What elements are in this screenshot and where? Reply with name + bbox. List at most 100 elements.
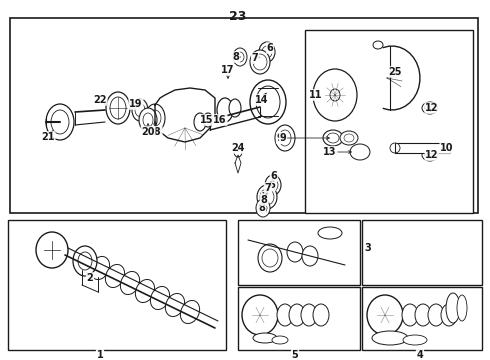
Ellipse shape	[105, 265, 124, 288]
Text: 7: 7	[262, 192, 269, 202]
Ellipse shape	[425, 152, 435, 158]
Ellipse shape	[257, 185, 277, 209]
Ellipse shape	[234, 147, 242, 157]
Bar	[238, 287, 360, 350]
Ellipse shape	[135, 279, 155, 302]
Text: 7: 7	[252, 53, 258, 63]
Ellipse shape	[415, 304, 431, 326]
Text: 21: 21	[41, 132, 55, 142]
Bar	[362, 220, 482, 285]
Ellipse shape	[272, 336, 288, 344]
Text: 4: 4	[416, 350, 423, 360]
Text: 3: 3	[365, 243, 371, 253]
Ellipse shape	[367, 295, 403, 335]
Text: 9: 9	[280, 133, 286, 143]
Bar	[395, 143, 450, 153]
Ellipse shape	[36, 232, 68, 268]
Text: 5: 5	[292, 350, 298, 360]
Ellipse shape	[203, 113, 213, 127]
Text: 19: 19	[129, 99, 143, 109]
Ellipse shape	[166, 293, 185, 316]
Ellipse shape	[253, 333, 277, 343]
Ellipse shape	[78, 252, 92, 270]
Ellipse shape	[150, 287, 170, 310]
Text: 14: 14	[255, 95, 269, 105]
Ellipse shape	[139, 108, 157, 132]
Ellipse shape	[260, 189, 274, 205]
Ellipse shape	[402, 304, 418, 326]
Ellipse shape	[403, 335, 427, 345]
Text: 17: 17	[221, 65, 235, 75]
Ellipse shape	[233, 48, 247, 66]
Ellipse shape	[121, 271, 140, 294]
Ellipse shape	[318, 227, 342, 239]
Text: 10: 10	[440, 143, 454, 153]
Ellipse shape	[262, 249, 278, 267]
Text: 8: 8	[259, 203, 266, 213]
Ellipse shape	[340, 131, 358, 145]
Ellipse shape	[428, 304, 444, 326]
Ellipse shape	[256, 86, 280, 118]
Ellipse shape	[135, 104, 145, 117]
Ellipse shape	[344, 134, 354, 142]
Ellipse shape	[229, 99, 241, 117]
Ellipse shape	[51, 110, 69, 134]
Ellipse shape	[242, 295, 278, 335]
Ellipse shape	[313, 69, 357, 121]
Text: 9: 9	[277, 133, 283, 143]
Text: 12: 12	[425, 150, 439, 160]
Text: 8: 8	[233, 52, 240, 62]
Text: 11: 11	[309, 90, 323, 100]
Ellipse shape	[250, 80, 286, 124]
Text: 1: 1	[97, 350, 103, 360]
Ellipse shape	[106, 92, 130, 124]
Text: 22: 22	[93, 95, 107, 105]
Ellipse shape	[265, 175, 281, 195]
Ellipse shape	[258, 244, 282, 272]
Text: 12: 12	[425, 103, 439, 113]
Ellipse shape	[145, 104, 165, 132]
Ellipse shape	[250, 50, 270, 74]
Bar	[362, 287, 482, 350]
Ellipse shape	[217, 98, 233, 122]
Ellipse shape	[327, 133, 339, 143]
Text: 16: 16	[213, 115, 227, 125]
Text: 18: 18	[148, 127, 162, 137]
Ellipse shape	[390, 143, 400, 153]
Ellipse shape	[268, 179, 278, 191]
Ellipse shape	[73, 246, 97, 276]
Text: 6: 6	[267, 43, 273, 53]
Ellipse shape	[262, 46, 272, 58]
Text: 2: 2	[87, 273, 94, 283]
Ellipse shape	[422, 149, 438, 161]
Ellipse shape	[253, 54, 267, 70]
Ellipse shape	[236, 52, 244, 62]
Bar	[10, 18, 478, 213]
Text: 8: 8	[261, 195, 268, 205]
Ellipse shape	[132, 99, 148, 121]
Text: 6: 6	[270, 171, 277, 181]
Ellipse shape	[323, 130, 343, 146]
Ellipse shape	[143, 113, 153, 127]
Text: 25: 25	[388, 67, 402, 77]
Ellipse shape	[256, 199, 270, 217]
Ellipse shape	[313, 304, 329, 326]
Ellipse shape	[259, 42, 275, 62]
Ellipse shape	[372, 331, 408, 345]
Text: 15: 15	[200, 115, 214, 125]
Ellipse shape	[457, 295, 467, 321]
Text: 20: 20	[141, 127, 155, 137]
Ellipse shape	[330, 89, 340, 101]
Ellipse shape	[149, 110, 161, 126]
Ellipse shape	[350, 144, 370, 160]
Ellipse shape	[259, 203, 267, 213]
Ellipse shape	[441, 304, 457, 326]
Ellipse shape	[373, 41, 383, 49]
Text: 7: 7	[265, 183, 271, 193]
Text: 13: 13	[323, 147, 337, 157]
Text: 23: 23	[229, 10, 246, 23]
Text: 6: 6	[269, 180, 275, 190]
Ellipse shape	[425, 104, 435, 112]
Ellipse shape	[194, 113, 206, 131]
Bar	[238, 220, 360, 285]
